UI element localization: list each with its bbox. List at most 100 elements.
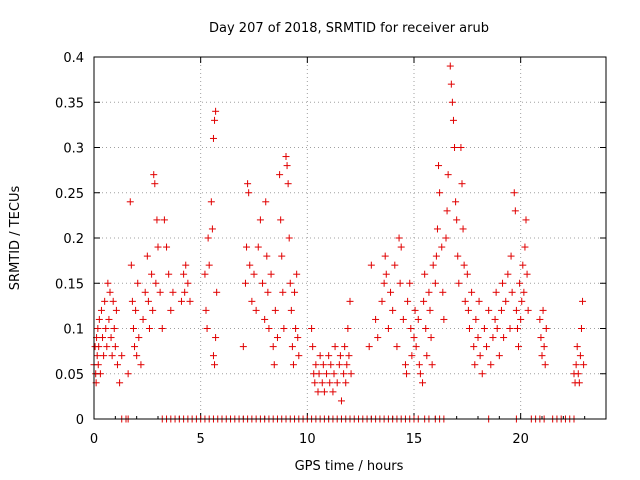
data-point <box>110 325 118 332</box>
data-point <box>425 288 433 296</box>
data-point <box>474 334 482 342</box>
chart-title: Day 207 of 2018, SRMTID for receiver aru… <box>209 21 489 36</box>
data-point <box>341 343 349 351</box>
data-point <box>439 288 447 296</box>
data-point <box>270 361 278 369</box>
axis-ticks: 0 0.05 0.1 0.15 0.2 0.25 0.3 0.35 0.4 0 5 10 15 20 <box>55 51 606 447</box>
data-point <box>95 343 103 351</box>
data-point <box>288 343 296 351</box>
data-point <box>337 397 345 405</box>
data-point <box>577 325 585 332</box>
data-point <box>105 315 113 323</box>
y-tick-label: 0.1 <box>63 323 84 338</box>
data-point <box>493 325 501 332</box>
data-point <box>537 334 545 342</box>
data-point <box>478 370 486 378</box>
data-point <box>149 306 157 314</box>
data-point <box>294 334 302 342</box>
data-point <box>423 352 431 360</box>
data-point <box>165 270 173 278</box>
data-point <box>458 180 466 188</box>
data-point <box>256 216 264 224</box>
data-point <box>318 379 326 387</box>
data-point <box>276 171 284 179</box>
data-point <box>399 315 407 323</box>
data-point <box>287 306 295 314</box>
data-point <box>94 325 102 332</box>
data-point <box>518 297 526 305</box>
data-point <box>104 279 112 287</box>
data-point <box>137 361 145 369</box>
data-point <box>541 361 549 369</box>
data-point <box>95 315 103 323</box>
data-point <box>378 297 386 305</box>
data-point <box>542 325 550 332</box>
data-point <box>323 370 331 378</box>
data-point <box>103 343 111 351</box>
data-point <box>93 352 101 360</box>
data-point <box>135 334 143 342</box>
data-point <box>457 144 465 151</box>
data-point <box>250 270 258 278</box>
data-point <box>451 144 459 151</box>
data-point <box>213 288 221 296</box>
data-point <box>524 306 532 314</box>
data-point <box>504 270 512 278</box>
data-point <box>153 216 161 224</box>
data-point <box>326 379 334 387</box>
data-point <box>573 343 581 351</box>
data-point <box>485 306 493 314</box>
plot-area-border <box>93 56 607 420</box>
data-point <box>454 252 462 260</box>
data-point <box>320 388 328 396</box>
data-point <box>427 334 435 342</box>
data-point <box>440 315 448 323</box>
data-point <box>455 279 463 287</box>
data-point <box>520 288 528 296</box>
data-point <box>116 379 124 387</box>
data-point <box>107 334 115 342</box>
data-point <box>241 279 249 287</box>
x-axis-label: GPS time / hours <box>295 459 404 474</box>
data-point <box>312 361 320 369</box>
data-point <box>102 325 110 332</box>
data-point <box>208 225 216 233</box>
data-point <box>113 361 121 369</box>
data-point <box>154 243 162 251</box>
data-point <box>410 334 418 342</box>
data-point <box>212 107 220 115</box>
data-point <box>163 243 171 251</box>
data-point <box>243 243 251 251</box>
data-point <box>513 325 521 332</box>
data-point <box>289 361 297 369</box>
data-point <box>519 261 527 269</box>
data-point <box>345 352 353 360</box>
data-point <box>380 279 388 287</box>
data-point <box>442 234 450 242</box>
data-point <box>463 270 471 278</box>
data-point <box>292 325 300 332</box>
data-point <box>99 334 107 342</box>
data-point <box>156 288 164 296</box>
data-point <box>516 279 524 287</box>
data-point <box>421 270 429 278</box>
data-point <box>278 252 286 260</box>
data-point <box>293 270 301 278</box>
data-point <box>401 361 409 369</box>
data-point <box>422 325 430 332</box>
data-point <box>346 297 354 305</box>
data-point <box>472 315 480 323</box>
data-point <box>502 297 510 305</box>
data-point <box>282 153 290 161</box>
data-point <box>259 279 267 287</box>
data-point <box>340 370 348 378</box>
data-point <box>574 370 582 378</box>
data-point <box>487 361 495 369</box>
data-point <box>252 306 260 314</box>
data-point <box>144 297 152 305</box>
data-point <box>521 243 529 251</box>
data-point <box>382 270 390 278</box>
data-point <box>209 352 217 360</box>
data-point <box>211 361 219 369</box>
data-point <box>465 325 473 332</box>
